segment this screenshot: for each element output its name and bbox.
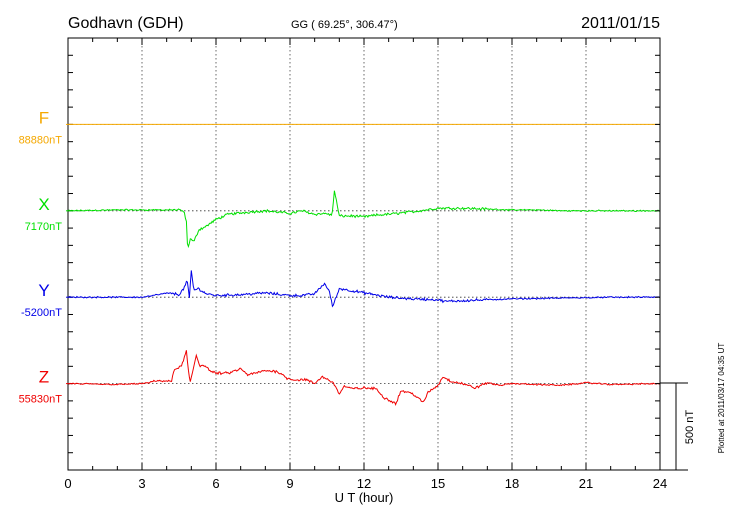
baseline-value-z: 55830nT: [19, 394, 63, 406]
series-name-z: Z: [39, 368, 49, 387]
baseline-value-y: -5200nT: [21, 307, 62, 319]
x-tick-label: 9: [286, 476, 293, 491]
x-tick-label: 0: [64, 476, 71, 491]
x-tick-label: 24: [653, 476, 667, 491]
plot-date: 2011/01/15: [581, 15, 660, 32]
axis-ticks: 0 3 6 9 12 15 18 21 24: [64, 38, 667, 491]
series-name-y: Y: [38, 281, 49, 300]
x-tick-label: 18: [505, 476, 519, 491]
series-name-x: X: [38, 195, 49, 214]
scale-bar-label: 500 nT: [684, 410, 696, 445]
traces: [67, 123, 661, 406]
x-tick-label: 15: [431, 476, 445, 491]
baseline-value-x: 7170nT: [25, 221, 63, 233]
plotted-timestamp: Plotted at 2011/03/17 04:35 UT: [717, 343, 726, 454]
trace-y: [67, 270, 661, 308]
series-labels: F 88880nT X 7170nT Y -5200nT Z 55830nT: [19, 108, 73, 406]
station-coords: GG ( 69.25°, 306.47°): [291, 19, 398, 31]
x-tick-label: 12: [357, 476, 371, 491]
x-tick-label: 3: [138, 476, 145, 491]
x-axis-label: U T (hour): [335, 490, 394, 505]
x-tick-label: 6: [212, 476, 219, 491]
baseline-value-f: 88880nT: [19, 134, 63, 146]
trace-z: [67, 350, 661, 406]
station-title: Godhavn (GDH): [68, 15, 184, 32]
series-name-f: F: [39, 108, 49, 127]
grid: [68, 38, 660, 470]
trace-x: [67, 190, 661, 249]
x-tick-label: 21: [579, 476, 593, 491]
